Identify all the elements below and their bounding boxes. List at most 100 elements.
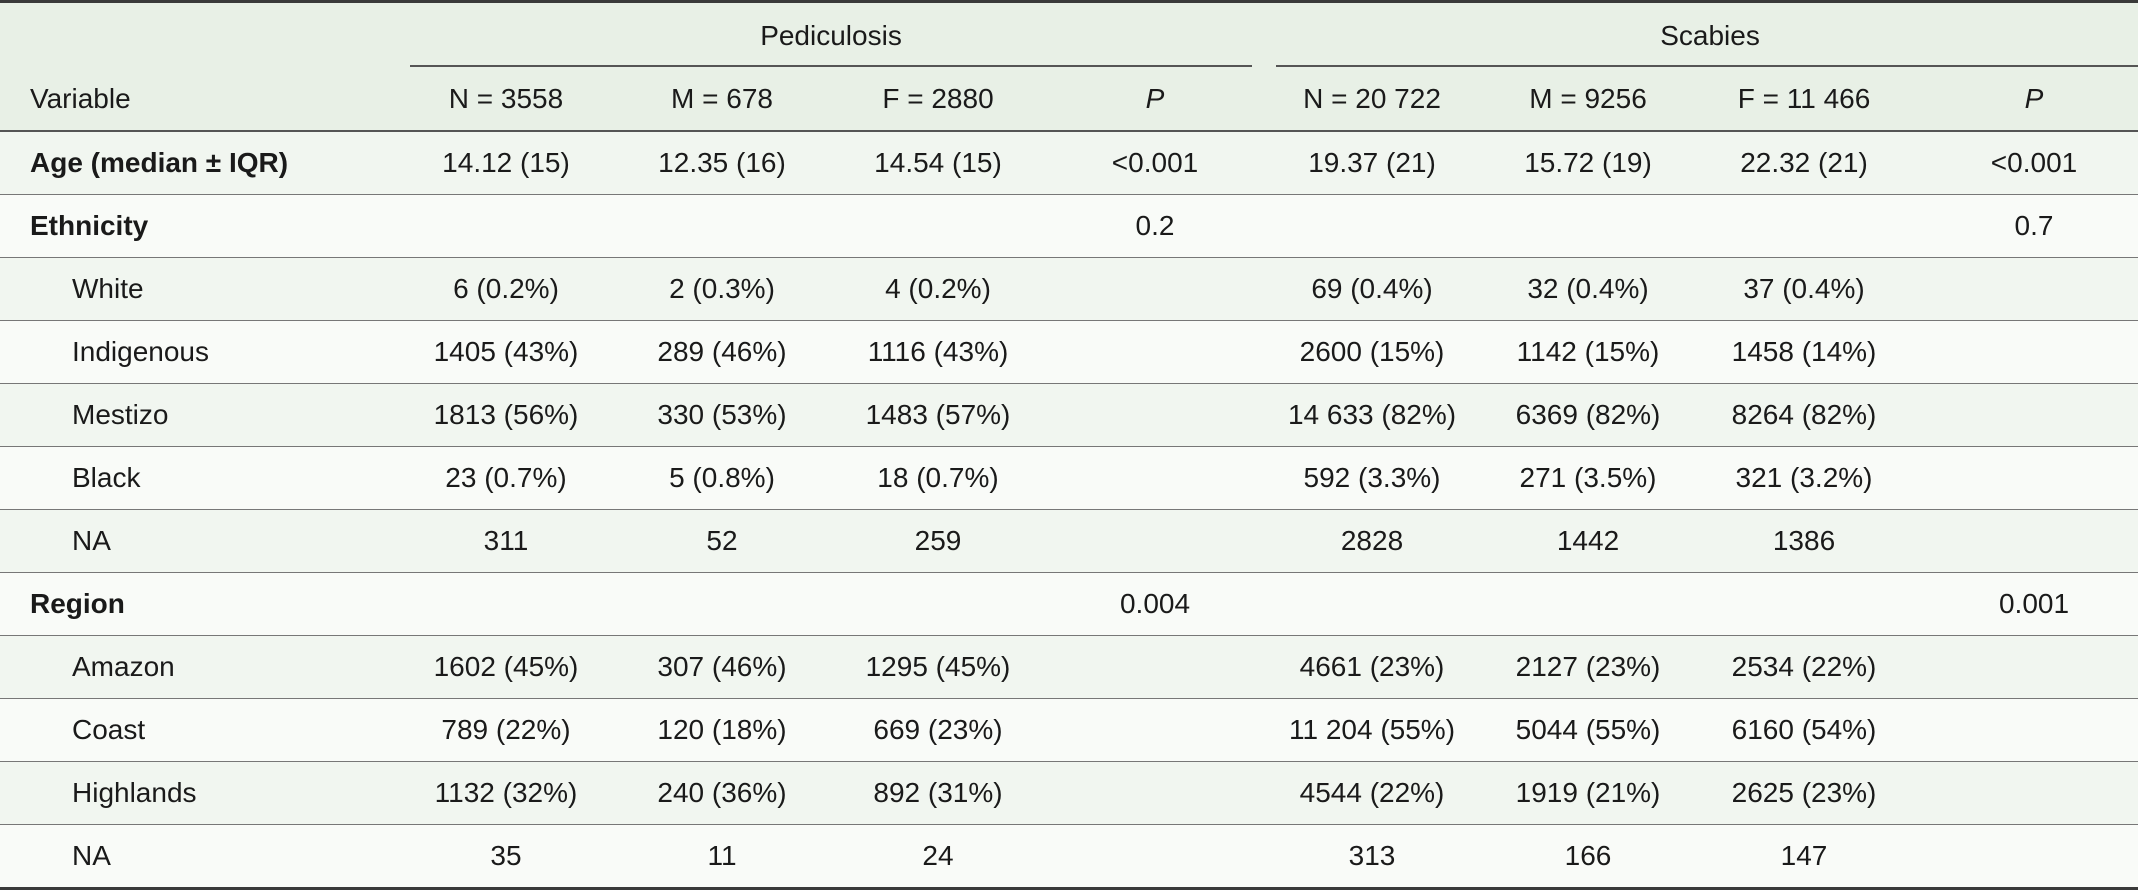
table-cell bbox=[1912, 509, 2138, 573]
row-label: Indigenous bbox=[0, 320, 398, 384]
table-cell: 147 bbox=[1696, 824, 1913, 890]
table-cell: 1442 bbox=[1480, 509, 1697, 573]
table-row: Coast 789 (22%) 120 (18%) 669 (23%) 11 2… bbox=[0, 698, 2138, 762]
table-cell: 1483 (57%) bbox=[830, 383, 1046, 447]
table-cell bbox=[1480, 194, 1697, 258]
table-cell: 330 (53%) bbox=[614, 383, 830, 447]
table-cell: 0.004 bbox=[1046, 572, 1265, 636]
table-cell: 1142 (15%) bbox=[1480, 320, 1697, 384]
table-cell: 14.54 (15) bbox=[830, 131, 1046, 195]
table-cell: 12.35 (16) bbox=[614, 131, 830, 195]
group-header-scabies: Scabies bbox=[1264, 0, 2138, 67]
table-cell bbox=[1912, 761, 2138, 825]
table-cell: 313 bbox=[1264, 824, 1481, 890]
table-cell: 1919 (21%) bbox=[1480, 761, 1697, 825]
row-label: Amazon bbox=[0, 635, 398, 699]
table-row: NA 311 52 259 2828 1442 1386 bbox=[0, 509, 2138, 573]
table-cell bbox=[1912, 320, 2138, 384]
table-cell: 2625 (23%) bbox=[1696, 761, 1913, 825]
table-cell: 1132 (32%) bbox=[398, 761, 614, 825]
group-header-pediculosis: Pediculosis bbox=[398, 0, 1265, 67]
table-row: Age (median ± IQR) 14.12 (15) 12.35 (16)… bbox=[0, 131, 2138, 195]
table-cell: 1116 (43%) bbox=[830, 320, 1046, 384]
column-header-ped-p-label: P bbox=[1145, 82, 1165, 114]
table-cell: <0.001 bbox=[1912, 131, 2138, 195]
table-cell bbox=[1046, 698, 1265, 762]
table-cell: 4661 (23%) bbox=[1264, 635, 1481, 699]
table-cell: 6160 (54%) bbox=[1696, 698, 1913, 762]
table-cell: 19.37 (21) bbox=[1264, 131, 1481, 195]
table-cell: 1813 (56%) bbox=[398, 383, 614, 447]
table-row: Amazon 1602 (45%) 307 (46%) 1295 (45%) 4… bbox=[0, 635, 2138, 699]
table-cell bbox=[1696, 572, 1913, 636]
table-cell: 1458 (14%) bbox=[1696, 320, 1913, 384]
table-row: Highlands 1132 (32%) 240 (36%) 892 (31%)… bbox=[0, 761, 2138, 825]
row-label: Black bbox=[0, 446, 398, 510]
table-cell: 1386 bbox=[1696, 509, 1913, 573]
table-cell: 35 bbox=[398, 824, 614, 890]
table-cell bbox=[1696, 194, 1913, 258]
table-cell: 2600 (15%) bbox=[1264, 320, 1481, 384]
table-cell: 1295 (45%) bbox=[830, 635, 1046, 699]
column-header-ped-n: N = 3558 bbox=[398, 67, 614, 132]
table-cell: 14 633 (82%) bbox=[1264, 383, 1481, 447]
row-label: Age (median ± IQR) bbox=[0, 131, 398, 195]
table-cell: 24 bbox=[830, 824, 1046, 890]
table-cell: 0.001 bbox=[1912, 572, 2138, 636]
table-cell: 0.2 bbox=[1046, 194, 1265, 258]
table-cell: 22.32 (21) bbox=[1696, 131, 1913, 195]
row-label: Mestizo bbox=[0, 383, 398, 447]
column-header-variable: Variable bbox=[0, 67, 398, 132]
table-cell: 240 (36%) bbox=[614, 761, 830, 825]
table-cell: 18 (0.7%) bbox=[830, 446, 1046, 510]
table-cell bbox=[1264, 194, 1481, 258]
table-cell: 6369 (82%) bbox=[1480, 383, 1697, 447]
row-label: Region bbox=[0, 572, 398, 636]
table-cell: 289 (46%) bbox=[614, 320, 830, 384]
column-header-ped-m: M = 678 bbox=[614, 67, 830, 132]
table-cell: 1405 (43%) bbox=[398, 320, 614, 384]
table-cell: 11 204 (55%) bbox=[1264, 698, 1481, 762]
table-cell bbox=[1046, 635, 1265, 699]
table-cell bbox=[1046, 446, 1265, 510]
header-column-row: Variable N = 3558 M = 678 F = 2880 P N =… bbox=[0, 67, 2138, 132]
table-cell bbox=[1912, 824, 2138, 890]
table-cell: 5 (0.8%) bbox=[614, 446, 830, 510]
table-cell bbox=[1046, 257, 1265, 321]
table-cell: 32 (0.4%) bbox=[1480, 257, 1697, 321]
row-label: Coast bbox=[0, 698, 398, 762]
table-cell: 2 (0.3%) bbox=[614, 257, 830, 321]
table-cell bbox=[1912, 257, 2138, 321]
table-row: Region 0.004 0.001 bbox=[0, 572, 2138, 636]
table-cell: 259 bbox=[830, 509, 1046, 573]
table-cell bbox=[1264, 572, 1481, 636]
column-header-ped-p: P bbox=[1046, 67, 1265, 132]
table-cell bbox=[1046, 824, 1265, 890]
group-label-scabies: Scabies bbox=[1276, 3, 2138, 67]
table-cell bbox=[1912, 635, 2138, 699]
table-cell bbox=[398, 194, 614, 258]
table-cell: 307 (46%) bbox=[614, 635, 830, 699]
table-row: Indigenous 1405 (43%) 289 (46%) 1116 (43… bbox=[0, 320, 2138, 384]
table-cell bbox=[830, 194, 1046, 258]
table-row: NA 35 11 24 313 166 147 bbox=[0, 824, 2138, 890]
table-cell bbox=[1912, 446, 2138, 510]
column-header-ped-f: F = 2880 bbox=[830, 67, 1046, 132]
header-blank bbox=[0, 0, 398, 67]
row-label: Highlands bbox=[0, 761, 398, 825]
table-cell: 311 bbox=[398, 509, 614, 573]
column-header-sca-n: N = 20 722 bbox=[1264, 67, 1481, 132]
table-cell: <0.001 bbox=[1046, 131, 1265, 195]
header-group-row: Pediculosis Scabies bbox=[0, 0, 2138, 67]
column-header-sca-f: F = 11 466 bbox=[1696, 67, 1913, 132]
row-label: NA bbox=[0, 824, 398, 890]
table-cell: 1602 (45%) bbox=[398, 635, 614, 699]
table-cell: 0.7 bbox=[1912, 194, 2138, 258]
table-cell: 23 (0.7%) bbox=[398, 446, 614, 510]
table-row: Mestizo 1813 (56%) 330 (53%) 1483 (57%) … bbox=[0, 383, 2138, 447]
group-label-pediculosis: Pediculosis bbox=[410, 3, 1253, 67]
table-cell: 2534 (22%) bbox=[1696, 635, 1913, 699]
table-cell bbox=[1046, 761, 1265, 825]
table-cell: 892 (31%) bbox=[830, 761, 1046, 825]
